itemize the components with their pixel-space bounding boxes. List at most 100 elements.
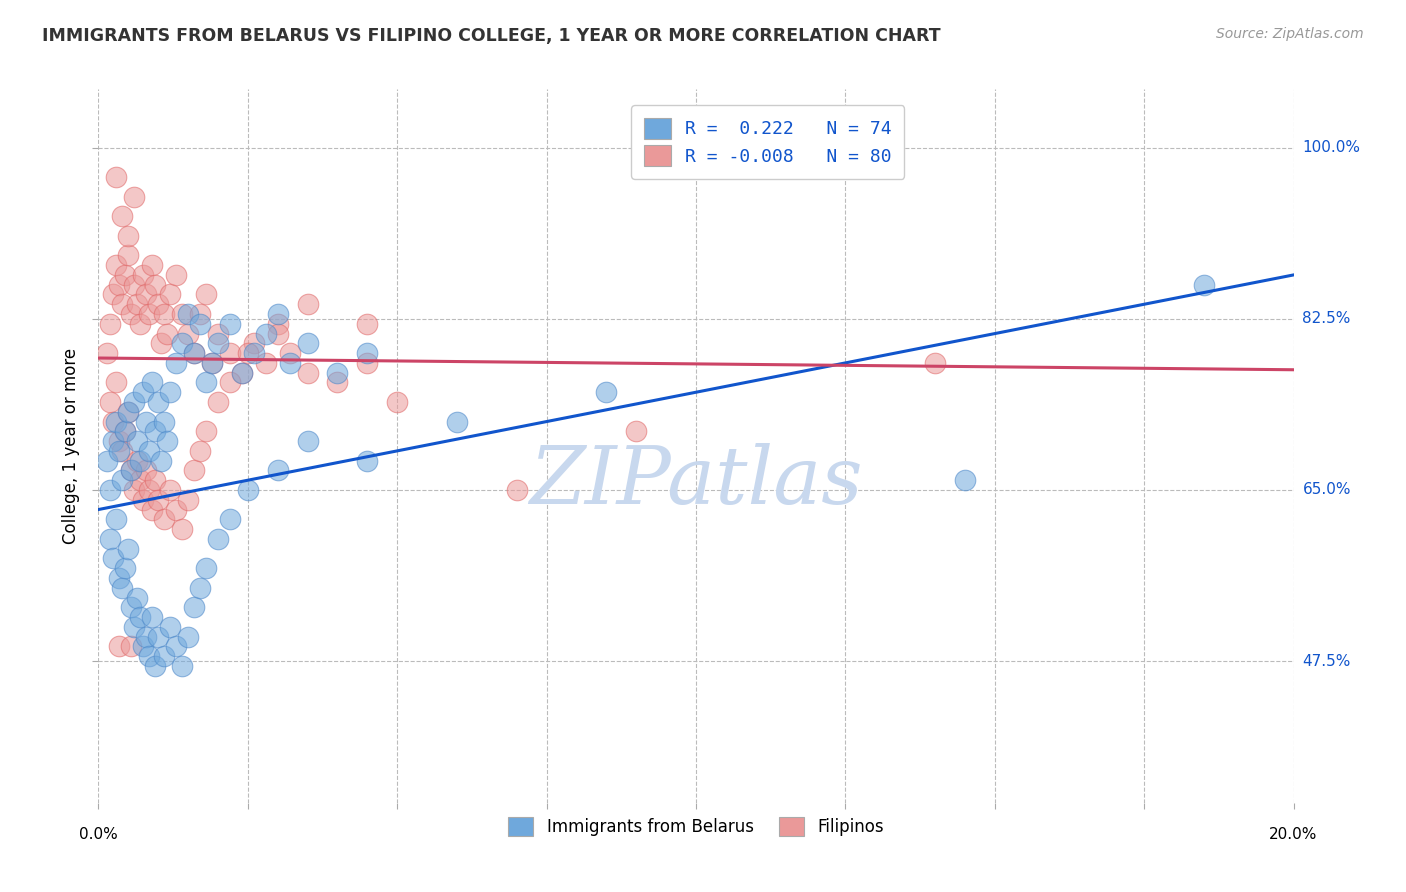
Point [278,356,301,370]
Point [141,610,163,624]
Point [188,307,211,321]
Point [219,346,242,360]
Point [183,346,205,360]
Point [124,620,146,634]
Point [117,405,139,419]
Point [207,395,229,409]
Text: ZIPatlas: ZIPatlas [529,443,863,520]
Point [103,551,125,566]
Point [297,297,319,311]
Point [924,356,946,370]
Point [356,317,378,331]
Point [195,287,218,301]
Point [626,425,648,439]
Point [236,483,259,497]
Point [172,659,194,673]
Point [148,492,170,507]
Point [297,366,319,380]
Point [98,483,122,497]
Point [103,287,125,301]
Point [159,620,181,634]
Point [141,258,163,272]
Point [172,522,194,536]
Point [114,561,136,575]
Point [188,443,211,458]
Point [506,483,529,497]
Point [105,258,128,272]
Point [111,473,134,487]
Point [143,425,166,439]
Point [129,453,152,467]
Point [153,415,176,429]
Point [207,326,229,341]
Point [108,640,131,654]
Point [117,541,139,556]
Point [153,649,176,664]
Point [117,228,139,243]
Point [172,336,194,351]
Point [243,336,266,351]
Point [105,512,128,526]
Point [243,346,266,360]
Point [117,248,139,262]
Point [103,434,125,449]
Point [108,277,131,292]
Point [231,366,253,380]
Point [120,307,142,321]
Point [124,395,146,409]
Point [98,317,122,331]
Point [135,287,157,301]
Point [267,307,290,321]
Point [132,385,155,400]
Point [108,443,131,458]
Point [446,415,468,429]
Text: 20.0%: 20.0% [1270,827,1317,842]
Point [148,630,170,644]
Point [172,307,194,321]
Point [114,268,136,282]
Point [96,346,118,360]
Point [138,443,160,458]
Legend: Immigrants from Belarus, Filipinos: Immigrants from Belarus, Filipinos [501,808,891,845]
Point [127,297,149,311]
Point [105,376,128,390]
Point [120,463,142,477]
Text: 47.5%: 47.5% [1302,654,1351,669]
Point [165,268,187,282]
Point [105,170,128,185]
Point [267,326,290,341]
Point [120,463,142,477]
Point [111,209,134,223]
Point [129,610,152,624]
Point [177,326,200,341]
Point [356,453,378,467]
Point [156,326,179,341]
Point [108,434,131,449]
Point [124,277,146,292]
Point [143,473,166,487]
Point [98,532,122,546]
Point [98,395,122,409]
Point [267,463,290,477]
Point [105,415,128,429]
Point [195,376,218,390]
Point [96,453,118,467]
Point [254,326,277,341]
Point [183,600,205,615]
Point [150,453,173,467]
Point [297,434,319,449]
Point [207,532,229,546]
Point [201,356,224,370]
Point [953,473,976,487]
Point [127,434,149,449]
Point [135,463,157,477]
Point [132,640,155,654]
Point [159,483,181,497]
Point [124,190,146,204]
Point [177,630,200,644]
Point [326,366,349,380]
Point [120,640,142,654]
Point [111,297,134,311]
Point [108,571,131,585]
Y-axis label: College, 1 year or more: College, 1 year or more [62,348,80,544]
